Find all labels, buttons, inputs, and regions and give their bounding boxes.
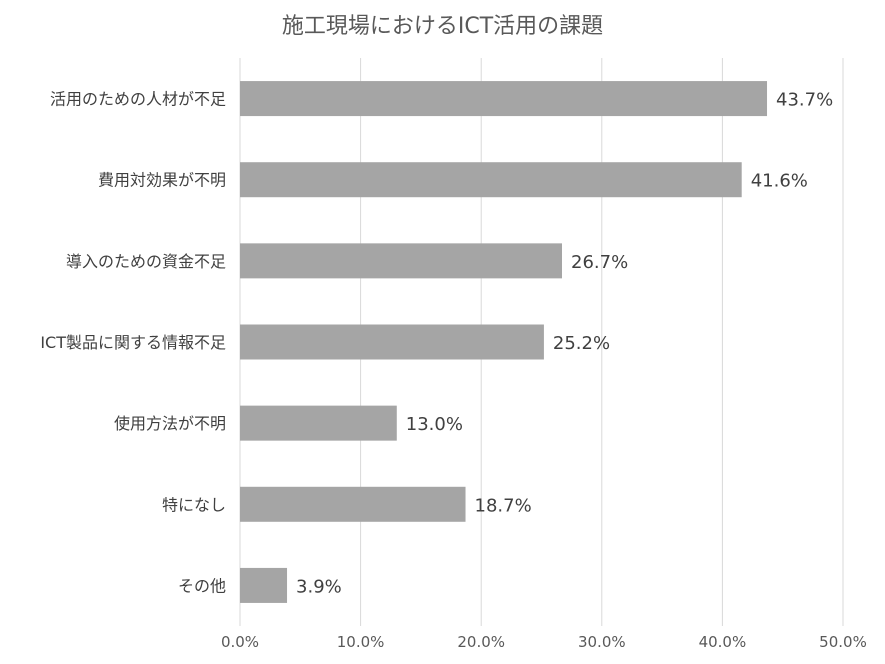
category-label: ICT製品に関する情報不足 xyxy=(40,333,226,352)
bar xyxy=(240,243,563,279)
bar xyxy=(240,567,288,603)
category-label: その他 xyxy=(178,576,226,595)
x-tick-label: 40.0% xyxy=(699,633,747,651)
category-label: 活用のための人材が不足 xyxy=(50,90,226,109)
chart-title: 施工現場におけるICT活用の課題 xyxy=(281,14,604,39)
x-tick-label: 0.0% xyxy=(221,633,259,651)
bar xyxy=(240,81,768,117)
x-tick-label: 50.0% xyxy=(819,633,867,651)
data-label: 26.7% xyxy=(571,252,628,273)
x-tick-label: 20.0% xyxy=(457,633,505,651)
data-label: 13.0% xyxy=(406,414,463,435)
data-label: 3.9% xyxy=(296,576,342,597)
bar xyxy=(240,162,742,198)
x-tick-label: 30.0% xyxy=(578,633,626,651)
data-label: 18.7% xyxy=(475,495,532,516)
bar xyxy=(240,486,466,522)
category-label: 特になし xyxy=(162,495,226,514)
category-label: 使用方法が不明 xyxy=(114,414,226,433)
data-label: 43.7% xyxy=(776,90,833,111)
bar xyxy=(240,324,544,360)
data-label: 41.6% xyxy=(751,171,808,192)
x-tick-label: 10.0% xyxy=(337,633,385,651)
category-label: 導入のための資金不足 xyxy=(66,252,226,271)
data-label: 25.2% xyxy=(553,333,610,354)
bar xyxy=(240,405,397,441)
category-label: 費用対効果が不明 xyxy=(98,171,226,190)
